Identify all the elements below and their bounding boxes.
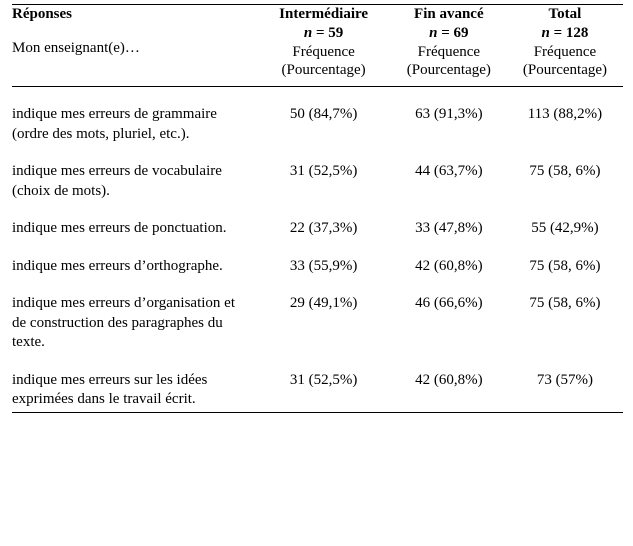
table-row: indique mes erreurs sur les idées exprim… [12, 353, 623, 413]
col-intermediate-title: Intermédiaire [256, 5, 390, 24]
col-total-pct: (Pourcentage) [507, 61, 623, 80]
row-total-value: 75 (58, 6%) [507, 276, 623, 353]
col-advanced-title: Fin avancé [391, 5, 507, 24]
col-intermediate-freq: Fréquence [256, 43, 390, 62]
row-total-value: 113 (88,2%) [507, 87, 623, 145]
table-row: indique mes erreurs de ponctuation. 22 (… [12, 201, 623, 239]
col-advanced-header: Fin avancé n = 69 Fréquence (Pourcentage… [391, 5, 507, 81]
col-total-n-value: = 128 [550, 25, 589, 41]
row-intermediate-value: 31 (52,5%) [256, 353, 390, 413]
row-intermediate-value: 31 (52,5%) [256, 144, 390, 201]
responses-table: Réponses Mon enseignant(e)… Intermédiair… [12, 4, 623, 413]
responses-label: Réponses [12, 6, 72, 22]
row-total-value: 73 (57%) [507, 353, 623, 413]
row-intermediate-value: 22 (37,3%) [256, 201, 390, 239]
col-intermediate-pct: (Pourcentage) [256, 61, 390, 80]
row-advanced-value: 42 (60,8%) [391, 239, 507, 277]
row-advanced-value: 33 (47,8%) [391, 201, 507, 239]
row-intermediate-value: 50 (84,7%) [256, 87, 390, 145]
row-total-value: 75 (58, 6%) [507, 144, 623, 201]
table-row: indique mes erreurs de vocabulaire (choi… [12, 144, 623, 201]
col-total-header: Total n = 128 Fréquence (Pourcentage) [507, 5, 623, 81]
row-label: indique mes erreurs de ponctuation. [12, 201, 256, 239]
row-advanced-value: 44 (63,7%) [391, 144, 507, 201]
col-intermediate-header: Intermédiaire n = 59 Fréquence (Pourcent… [256, 5, 390, 81]
row-advanced-value: 46 (66,6%) [391, 276, 507, 353]
row-intermediate-value: 33 (55,9%) [256, 239, 390, 277]
row-total-value: 55 (42,9%) [507, 201, 623, 239]
row-label: indique mes erreurs d’orthographe. [12, 239, 256, 277]
col-total-title: Total [507, 5, 623, 24]
table-row: indique mes erreurs de grammaire (ordre … [12, 87, 623, 145]
col-total-freq: Fréquence [507, 43, 623, 62]
row-label: indique mes erreurs sur les idées exprim… [12, 353, 256, 413]
col-advanced-freq: Fréquence [391, 43, 507, 62]
row-total-value: 75 (58, 6%) [507, 239, 623, 277]
teacher-prefix: Mon enseignant(e)… [12, 25, 248, 59]
col-advanced-pct: (Pourcentage) [391, 61, 507, 80]
row-label: indique mes erreurs de grammaire (ordre … [12, 87, 256, 145]
col-intermediate-n-value: = 59 [312, 25, 343, 41]
row-label: indique mes erreurs d’organisation et de… [12, 276, 256, 353]
row-advanced-value: 63 (91,3%) [391, 87, 507, 145]
col-intermediate-n-prefix: n [304, 25, 312, 41]
col-advanced-n-value: = 69 [437, 25, 468, 41]
col-total-n-prefix: n [541, 25, 549, 41]
row-advanced-value: 42 (60,8%) [391, 353, 507, 413]
row-label: indique mes erreurs de vocabulaire (choi… [12, 144, 256, 201]
table-row: indique mes erreurs d’orthographe. 33 (5… [12, 239, 623, 277]
row-intermediate-value: 29 (49,1%) [256, 276, 390, 353]
table-row: indique mes erreurs d’organisation et de… [12, 276, 623, 353]
